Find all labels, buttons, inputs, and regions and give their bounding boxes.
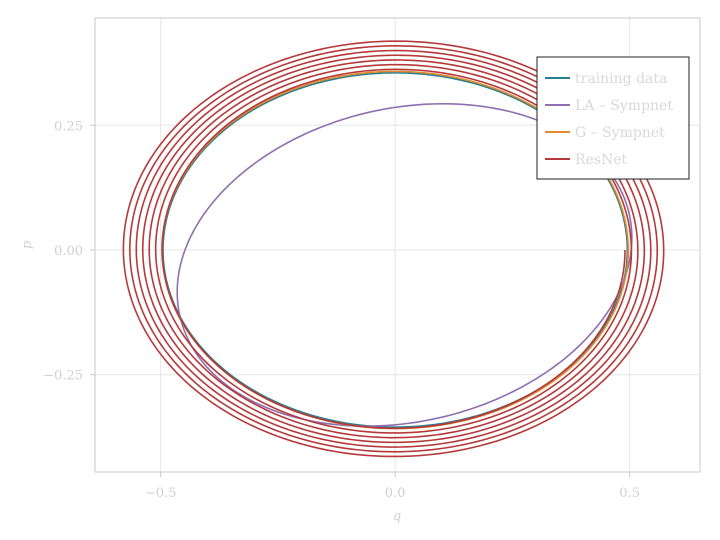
- series-line-la-sympnet: [176, 102, 633, 427]
- x-axis-label: q: [393, 509, 401, 524]
- series-layer: [122, 40, 665, 458]
- x-tick-label: −0.5: [145, 486, 177, 501]
- legend-entry-training-data: training data: [575, 71, 667, 87]
- x-tick-label: 0.5: [619, 486, 640, 501]
- y-tick-label: 0.25: [54, 119, 83, 134]
- legend-entry-la-sympnet: LA – Sympnet: [575, 98, 673, 114]
- tick-labels: −0.5 0.0 0.5 −0.25 0.00 0.25: [43, 119, 640, 501]
- y-tick-label: −0.25: [43, 369, 83, 384]
- plot-frame: [94, 17, 701, 473]
- y-tick-label: 0.00: [54, 244, 83, 259]
- legend-entry-g-sympnet: G – Sympnet: [575, 125, 665, 141]
- series-line-resnet: [122, 40, 665, 458]
- legend-entry-resnet: ResNet: [575, 152, 628, 168]
- x-tick-label: 0.0: [385, 486, 406, 501]
- y-axis-label: p: [20, 240, 35, 249]
- legend: training data LA – Sympnet G – Sympnet ResN…: [536, 56, 690, 180]
